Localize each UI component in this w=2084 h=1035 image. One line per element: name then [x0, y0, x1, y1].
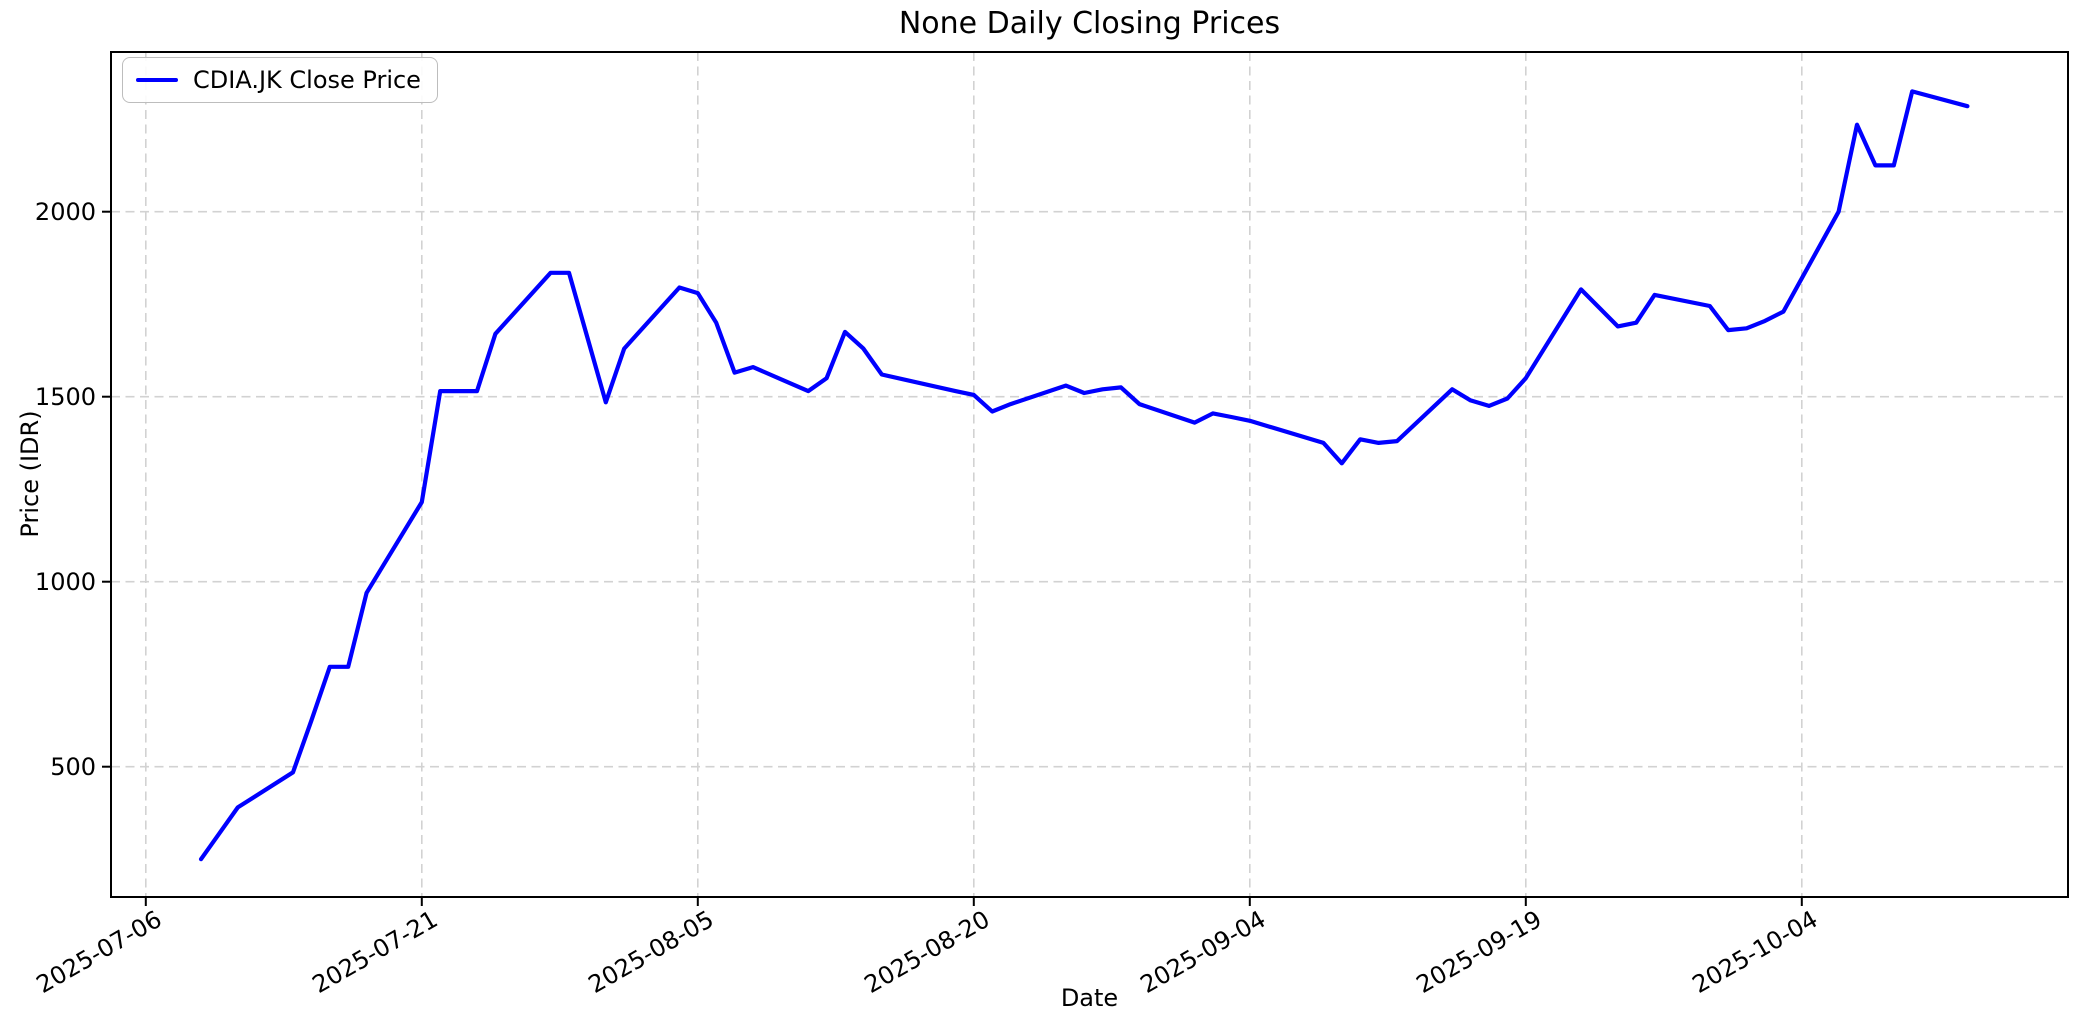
legend-line-sample-icon — [136, 77, 178, 83]
y-tick-label: 2000 — [34, 197, 96, 226]
y-axis-label: Price (IDR) — [16, 410, 44, 538]
plot-spines — [110, 51, 2069, 898]
y-tick-label: 1500 — [34, 382, 96, 411]
close-price-line — [198, 89, 1970, 862]
y-tick-label: 1000 — [34, 567, 96, 596]
y-tick-label: 500 — [50, 752, 96, 781]
legend-label: CDIA.JK Close Price — [193, 66, 421, 94]
chart-title: None Daily Closing Prices — [898, 6, 1281, 41]
x-axis-label: Date — [1060, 984, 1119, 1012]
legend: CDIA.JK Close Price — [122, 57, 438, 103]
